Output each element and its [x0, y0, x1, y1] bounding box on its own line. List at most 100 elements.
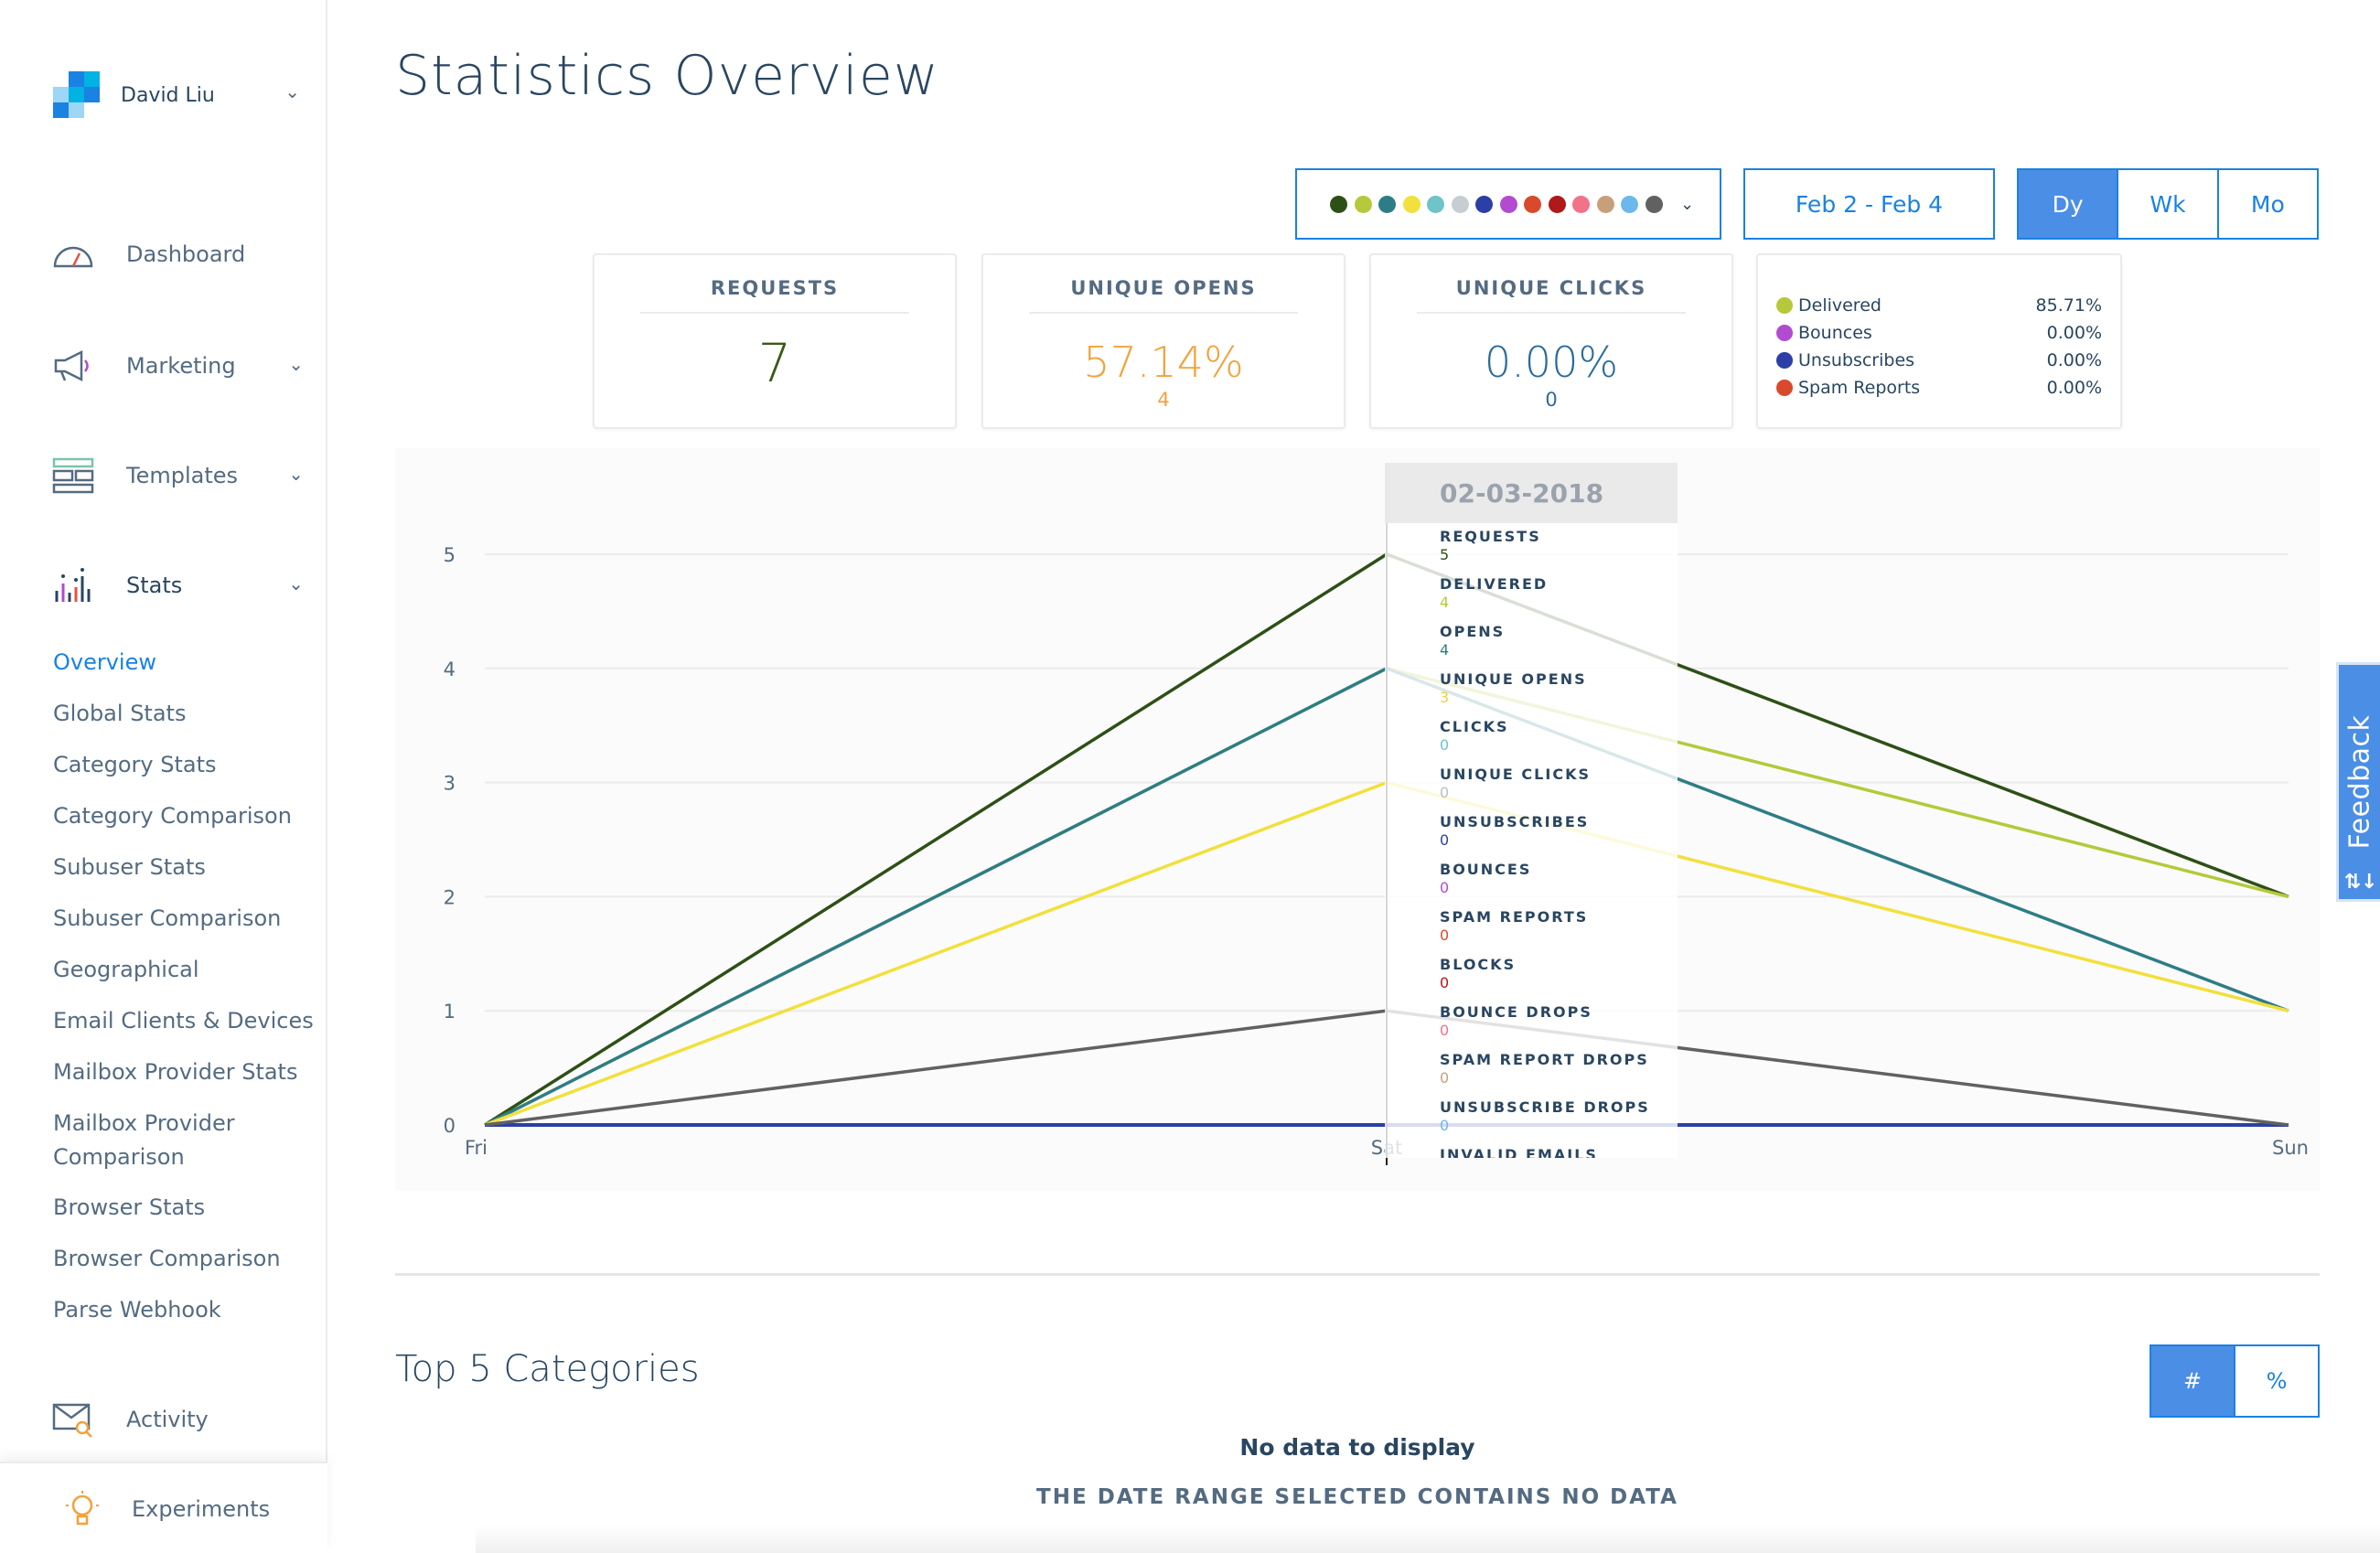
period-toggle: Dy Wk Mo: [2017, 168, 2319, 240]
tooltip-row-value: 0: [1440, 926, 1450, 944]
tooltip-row-label: SPAM REPORT DROPS: [1440, 1051, 1649, 1068]
page-title: Statistics Overview: [395, 44, 939, 108]
tooltip-row-label: BOUNCE DROPS: [1440, 1003, 1592, 1021]
period-month-button[interactable]: Mo: [2216, 168, 2319, 240]
series-color-dot: [1402, 195, 1420, 213]
tooltip-row-label: CLICKS: [1440, 718, 1509, 735]
stats-sub-browser-stats[interactable]: Browser Stats: [53, 1194, 206, 1220]
scroll-shadow: [476, 1526, 2380, 1553]
unique-opens-card-label: UNIQUE OPENS: [1029, 277, 1298, 314]
stats-sub-category-comparison[interactable]: Category Comparison: [53, 803, 292, 829]
stats-sub-subuser-stats[interactable]: Subuser Stats: [53, 854, 206, 880]
stats-sub-overview[interactable]: Overview: [53, 649, 156, 675]
period-day-button[interactable]: Dy: [2017, 168, 2119, 240]
date-range-picker[interactable]: Feb 2 - Feb 4: [1743, 168, 1995, 240]
chevron-down-icon: ⌄: [1680, 194, 1695, 214]
feedback-sort-icon: ⇅↓: [2343, 871, 2378, 894]
stats-sub-category-stats[interactable]: Category Stats: [53, 752, 217, 777]
tooltip-row-label: BLOCKS: [1440, 956, 1517, 973]
tooltip-row: BLOCKS 0: [1440, 955, 1678, 1002]
y-tick-label: 3: [444, 773, 456, 795]
stats-sub-global-stats[interactable]: Global Stats: [53, 701, 187, 726]
nav-experiments-label: Experiments: [132, 1496, 271, 1522]
tooltip-row-label: SPAM REPORTS: [1440, 908, 1589, 926]
nav-marketing-label: Marketing: [126, 353, 236, 379]
stats-sub-subuser-comparison[interactable]: Subuser Comparison: [53, 905, 282, 931]
nav-activity[interactable]: Activity: [51, 1394, 304, 1445]
tooltip-row-label: OPENS: [1440, 623, 1506, 640]
tooltip-row: UNSUBSCRIBE DROPS 0: [1440, 1098, 1678, 1145]
series-color-dot: [1524, 195, 1541, 213]
nav-templates[interactable]: Templates ⌄: [51, 450, 304, 501]
legend-row-bounces: Bounces 0.00%: [1776, 319, 2102, 347]
legend-label: Delivered: [1798, 295, 1881, 316]
tooltip-row: OPENS 4: [1440, 622, 1678, 669]
series-color-dot: [1645, 195, 1663, 213]
series-color-dot: [1427, 195, 1444, 213]
no-data-message: No data to display: [1239, 1434, 1475, 1461]
categories-count-button[interactable]: #: [2150, 1344, 2235, 1418]
tooltip-row: UNIQUE OPENS 3: [1440, 669, 1678, 717]
speedometer-icon: [51, 232, 95, 276]
legend-swatch: [1776, 325, 1793, 341]
tooltip-row-value: 0: [1440, 879, 1450, 896]
requests-card: REQUESTS 7: [593, 253, 957, 429]
stats-sub-geographical[interactable]: Geographical: [53, 957, 199, 982]
stats-sub-browser-comparison[interactable]: Browser Comparison: [53, 1246, 281, 1271]
unique-clicks-card: UNIQUE CLICKS 0.00% 0: [1369, 253, 1733, 429]
legend-row-spam-reports: Spam Reports 0.00%: [1776, 374, 2102, 402]
period-week-button[interactable]: Wk: [2117, 168, 2219, 240]
series-color-dot: [1499, 195, 1517, 213]
stats-sub-mailbox-provider-stats[interactable]: Mailbox Provider Stats: [53, 1059, 298, 1085]
tooltip-row-label: UNSUBSCRIBE DROPS: [1440, 1098, 1650, 1116]
chart-svg: 012345FriSatSun: [444, 463, 2309, 1165]
tooltip-row-label: INVALID EMAILS: [1440, 1146, 1598, 1158]
tooltip-row: SPAM REPORTS 0: [1440, 907, 1678, 955]
legend-swatch: [1776, 352, 1793, 369]
series-color-dot: [1330, 195, 1347, 213]
y-tick-label: 2: [444, 886, 456, 908]
tooltip-row: UNIQUE CLICKS 0: [1440, 765, 1678, 812]
series-color-picker[interactable]: ⌄: [1295, 168, 1721, 240]
account-switcher[interactable]: David Liu ⌄: [53, 70, 300, 121]
delivery-rates-card: Delivered 85.71% Bounces 0.00% Unsubscri…: [1756, 253, 2122, 429]
categories-unit-toggle: # %: [2150, 1344, 2320, 1418]
stats-line-chart[interactable]: 012345FriSatSun: [395, 448, 2320, 1191]
nav-experiments[interactable]: Experiments: [60, 1483, 313, 1535]
legend-row-unsubscribes: Unsubscribes 0.00%: [1776, 347, 2102, 374]
legend-label: Unsubscribes: [1798, 350, 1915, 370]
legend-swatch: [1776, 297, 1793, 314]
legend-label: Bounces: [1798, 323, 1872, 343]
stats-sub-email-clients-devices[interactable]: Email Clients & Devices: [53, 1008, 314, 1034]
nav-dashboard[interactable]: Dashboard: [51, 229, 304, 280]
stats-sub-parse-webhook[interactable]: Parse Webhook: [53, 1297, 221, 1323]
tooltip-row-value: 4: [1440, 641, 1450, 659]
tooltip-date: 02-03-2018: [1385, 463, 1678, 523]
tooltip-row-value: 3: [1440, 689, 1450, 706]
legend-swatch: [1776, 380, 1793, 396]
series-color-dot: [1621, 195, 1638, 213]
tooltip-row-value: 0: [1440, 736, 1450, 754]
tooltip-row: SPAM REPORT DROPS 0: [1440, 1050, 1678, 1098]
nav-marketing[interactable]: Marketing ⌄: [51, 340, 304, 391]
tooltip-row-value: 0: [1440, 831, 1450, 849]
nav-stats[interactable]: Stats ⌄: [51, 560, 304, 611]
chevron-down-icon: ⌄: [288, 353, 304, 375]
stats-sub-mailbox-provider-comparison[interactable]: Mailbox Provider Comparison: [53, 1110, 235, 1170]
nav-activity-label: Activity: [126, 1407, 209, 1432]
tooltip-row-label: UNIQUE OPENS: [1440, 670, 1587, 688]
tooltip-row: DELIVERED 4: [1440, 574, 1678, 622]
chevron-down-icon: ⌄: [288, 573, 304, 594]
categories-percent-button[interactable]: %: [2234, 1344, 2320, 1418]
x-tick-label: Fri: [465, 1137, 488, 1159]
tooltip-row-value: 0: [1440, 1069, 1450, 1087]
tooltip-row-label: BOUNCES: [1440, 861, 1532, 878]
feedback-label: Feedback: [2343, 714, 2375, 850]
tooltip-row: CLICKS 0: [1440, 717, 1678, 765]
feedback-tab[interactable]: Feedback ⇅↓: [2336, 662, 2380, 902]
chart-hover-tooltip: 02-03-2018 REQUESTS 5 DELIVERED 4 OPENS 4 UNIQ…: [1385, 463, 1678, 1158]
chevron-down-icon: ⌄: [288, 463, 304, 485]
series-color-dot: [1451, 195, 1469, 213]
series-color-dot: [1475, 195, 1493, 213]
bar-chart-icon: [51, 563, 95, 607]
